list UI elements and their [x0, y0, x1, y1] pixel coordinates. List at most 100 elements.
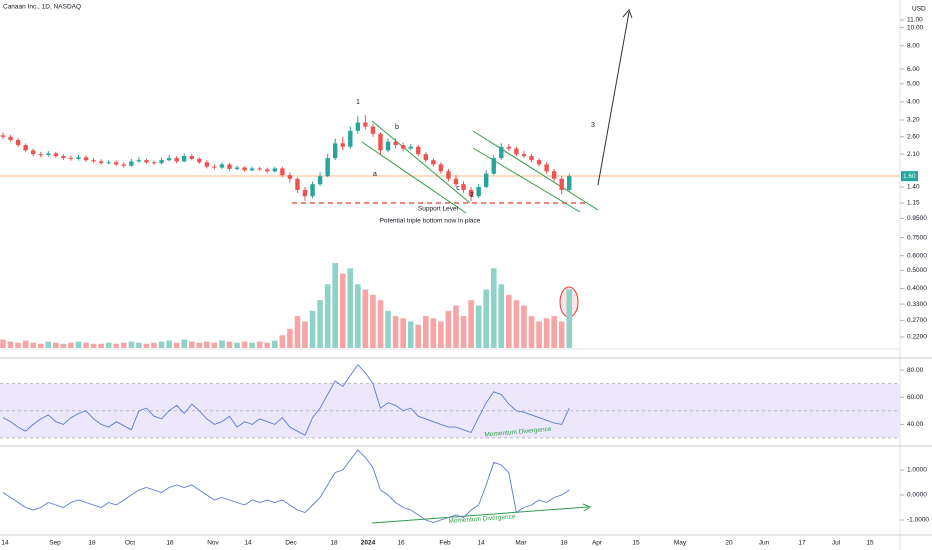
- y-tick-label: 1.40: [907, 184, 920, 191]
- x-tick-label: Mar: [515, 540, 527, 547]
- volume-bar: [98, 343, 104, 348]
- x-tick-label: Oct: [125, 540, 135, 547]
- candle-body: [219, 164, 225, 168]
- volume-bar: [324, 284, 331, 348]
- volume-bar: [498, 284, 505, 348]
- volume-bar: [158, 341, 165, 348]
- volume-bar: [196, 342, 203, 348]
- x-tick-label: Jul: [832, 540, 841, 547]
- x-tick-label: Sep: [49, 540, 61, 547]
- candle-body: [227, 164, 232, 169]
- candle-body: [144, 160, 149, 163]
- candle-body: [310, 184, 315, 197]
- volume-bar: [15, 342, 21, 348]
- y-tick-label: 0.7500: [907, 234, 927, 241]
- candle-body: [38, 154, 43, 156]
- candle-body: [212, 166, 217, 168]
- candle-body: [506, 146, 512, 149]
- x-tick-label: 15: [866, 540, 874, 547]
- volume-bar: [279, 335, 286, 348]
- volume-bar: [151, 342, 157, 348]
- x-tick-label: 14: [1, 540, 9, 547]
- candle-body: [476, 187, 481, 197]
- volume-bar: [309, 310, 316, 348]
- candle-body: [257, 168, 262, 170]
- candle-body: [378, 133, 383, 151]
- volume-bar: [430, 318, 437, 348]
- candle-body: [136, 160, 142, 162]
- volume-bar: [400, 318, 406, 348]
- volume-bar: [136, 342, 142, 348]
- y-tick-label: 11.00: [907, 17, 923, 24]
- volume-bar: [543, 318, 550, 348]
- y-tick-label: 5.00: [907, 81, 920, 88]
- annotation: Support Level: [418, 206, 459, 213]
- candle-body: [129, 161, 134, 166]
- candle-body: [370, 126, 376, 134]
- volume-bar: [287, 328, 293, 348]
- volume-bar: [445, 310, 452, 348]
- candle-body: [98, 161, 104, 164]
- candle-body: [83, 157, 89, 161]
- candle-body: [15, 140, 21, 146]
- volume-bar: [566, 289, 573, 348]
- candle-body: [106, 162, 111, 164]
- price-badge-label: 1.60: [903, 173, 916, 180]
- y-tick-label: 1.0000: [907, 467, 927, 474]
- currency-label: USD: [912, 6, 926, 13]
- volume-bar: [332, 263, 338, 348]
- candle-body: [265, 169, 270, 172]
- y-tick-label: 10.00: [907, 24, 924, 31]
- volume-bar: [385, 310, 391, 348]
- candle-body: [385, 141, 391, 151]
- candle-body: [317, 176, 323, 185]
- y-tick-label: 0.3300: [907, 301, 927, 308]
- candle-body: [295, 178, 300, 190]
- volume-bar: [166, 340, 172, 348]
- candle-body: [461, 184, 466, 190]
- candle-body: [174, 158, 179, 162]
- candle-body: [551, 171, 557, 179]
- volume-bar: [45, 341, 52, 348]
- y-tick-label: 0.2200: [907, 334, 927, 341]
- candle-body: [234, 167, 240, 169]
- volume-bar: [7, 341, 14, 348]
- volume-bar: [528, 316, 535, 348]
- volume-bar: [347, 268, 354, 348]
- candle-body: [567, 176, 572, 190]
- x-tick-label: 15: [632, 540, 640, 547]
- volume-bar: [490, 268, 497, 348]
- volume-bar: [475, 305, 482, 348]
- y-tick-label: 0.4000: [907, 285, 927, 292]
- volume-bar: [105, 342, 112, 348]
- x-tick-label: 17: [798, 540, 806, 547]
- volume-bar: [249, 342, 255, 348]
- candle-body: [46, 153, 51, 155]
- volume-bar: [30, 342, 36, 348]
- channel-line: [361, 141, 467, 214]
- volume-bar: [143, 343, 150, 348]
- x-tick-label: Feb: [439, 540, 451, 547]
- volume-bar: [264, 342, 271, 348]
- candle-body: [8, 136, 13, 141]
- volume-bar: [219, 340, 225, 348]
- volume-bar: [483, 289, 489, 348]
- x-tick-label: Apr: [592, 540, 603, 547]
- volume-bar: [181, 339, 187, 348]
- candle-body: [91, 160, 96, 162]
- x-tick-label: Nov: [207, 540, 219, 547]
- candle-body: [61, 156, 66, 159]
- volume-bar: [370, 294, 376, 348]
- candle-body: [287, 175, 293, 179]
- candle-body: [431, 160, 436, 165]
- volume-bar: [407, 321, 414, 348]
- candle-body: [484, 173, 489, 188]
- y-tick-label: 0.5000: [907, 267, 927, 274]
- y-tick-label: 0.9500: [907, 215, 927, 222]
- candle-body: [242, 167, 247, 171]
- x-tick-label: 20: [725, 540, 733, 547]
- indicator-line: [2, 449, 570, 523]
- y-tick-label: 0.0000: [907, 492, 927, 499]
- candle-body: [393, 141, 398, 146]
